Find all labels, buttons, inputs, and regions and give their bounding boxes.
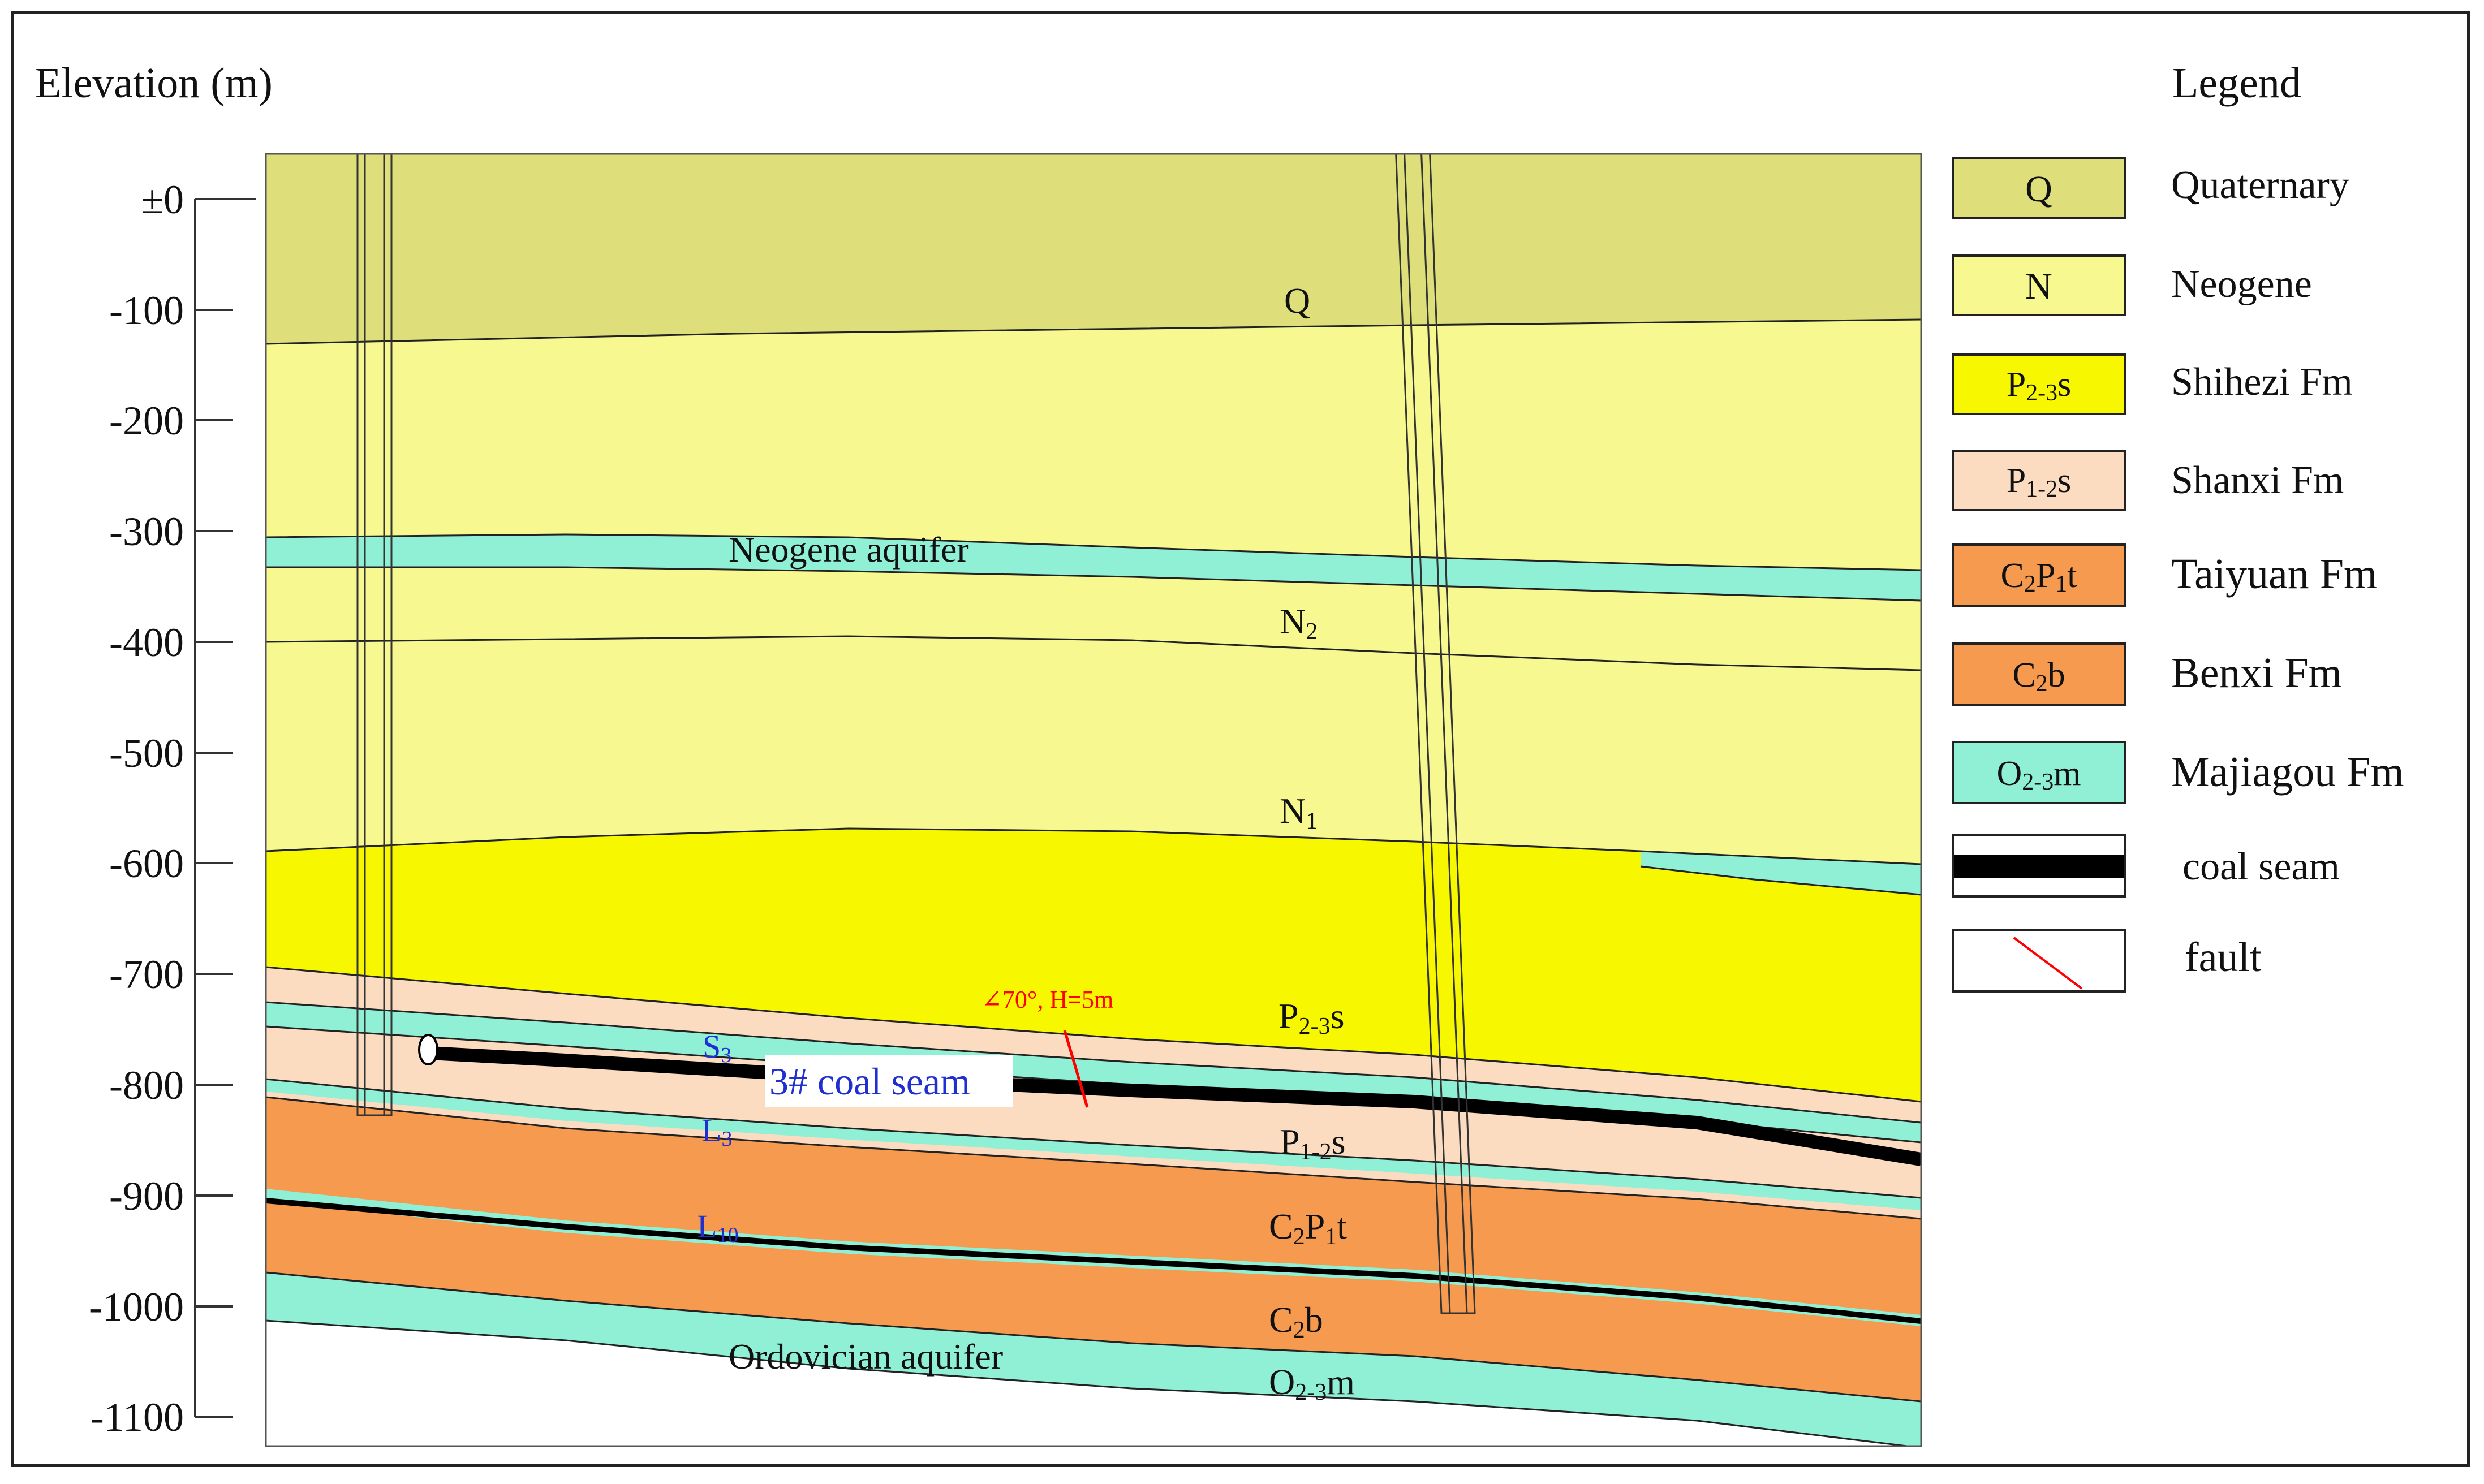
borehole-right xyxy=(1395,154,1476,1314)
legend-title: Legend xyxy=(2172,59,2301,107)
legend-name: Taiyuan Fm xyxy=(2171,550,2377,598)
legend-item-majiagou: O2-3m Majiagou Fm xyxy=(1952,741,2404,804)
legend-symbol: Q xyxy=(2025,169,2052,210)
legend-item-quaternary: Q Quaternary xyxy=(1952,157,2349,219)
layer-majiagou xyxy=(266,1272,1921,1446)
layer-neogene xyxy=(266,320,1921,864)
legend-item-taiyuan: C2P1t Taiyuan Fm xyxy=(1952,543,2377,607)
tick-label: -700 xyxy=(109,952,184,997)
label-c2p1t: C2P1t xyxy=(1269,1206,1347,1250)
label-n2: N2 xyxy=(1280,601,1318,645)
legend-item-benxi: C2b Benxi Fm xyxy=(1952,642,2342,706)
section-panel: Q Neogene aquifer N2 N1 P2-3s P1-2s C2P1… xyxy=(266,154,1921,1446)
legend-symbol: P2-3s xyxy=(2007,365,2072,406)
layer-l3-aquifer xyxy=(266,1079,1921,1210)
label-s3: S3 xyxy=(703,1028,731,1067)
legend-item-fault: fault xyxy=(1952,929,2262,993)
layer-quaternary xyxy=(266,154,1921,344)
tick-label: -500 xyxy=(109,731,184,776)
legend-swatch xyxy=(1952,642,2126,706)
legend-name: fault xyxy=(2185,934,2262,981)
legend-symbol: P1-2s xyxy=(2007,461,2072,502)
legend-name: Benxi Fm xyxy=(2171,649,2342,697)
legend-swatch xyxy=(1952,929,2126,993)
layer-neogene-aquifer xyxy=(266,534,1921,601)
axis-ticks xyxy=(195,198,256,1418)
legend-name: Quaternary xyxy=(2171,163,2349,207)
legend-item-coal-seam: coal seam xyxy=(1952,834,2340,898)
label-fault: ∠70°, H=5m xyxy=(981,986,1113,1013)
axis-tick-labels: ±0 -100 -200 -300 -400 -500 -600 -700 -8… xyxy=(89,177,184,1440)
tick-label: -800 xyxy=(109,1063,184,1108)
legend-swatch xyxy=(1952,157,2126,219)
label-q: Q xyxy=(1284,281,1310,321)
legend-swatch xyxy=(1952,741,2126,804)
fault-swatch-line xyxy=(2013,937,2083,990)
layer-taiyuan-benxi xyxy=(266,1097,1921,1401)
tick-label: -600 xyxy=(109,841,184,886)
legend-symbol: O2-3m xyxy=(1996,754,2081,795)
tick-label: ±0 xyxy=(141,177,184,222)
legend-name: Shihezi Fm xyxy=(2171,360,2353,404)
tick-label: -300 xyxy=(109,509,184,554)
layer-shihezi xyxy=(266,829,1921,1102)
tick-label: -900 xyxy=(109,1174,184,1219)
figure-frame xyxy=(11,11,2470,1467)
legend: Legend Q Quaternary N Neogene P2-3s Shih… xyxy=(1952,59,2404,993)
legend-name: Majiagou Fm xyxy=(2171,748,2404,796)
coal-seam-label-box xyxy=(765,1055,1013,1107)
label-l10: L10 xyxy=(697,1208,738,1247)
tick-label: -1000 xyxy=(89,1284,184,1330)
label-ordovician-aquifer: Ordovician aquifer xyxy=(729,1336,1003,1377)
legend-item-neogene: N Neogene xyxy=(1952,254,2312,316)
legend-swatch xyxy=(1952,353,2126,415)
legend-item-shihezi: P2-3s Shihezi Fm xyxy=(1952,353,2353,415)
coal-seam-swatch-bar xyxy=(1954,855,2124,878)
label-coal-seam: 3# coal seam xyxy=(769,1060,970,1103)
label-n1: N1 xyxy=(1280,791,1318,834)
tick-label: -100 xyxy=(109,288,184,333)
l10-marker-bed xyxy=(266,1198,1921,1324)
tick-label: -400 xyxy=(109,620,184,665)
legend-symbol: C2b xyxy=(2012,656,2065,697)
layer-neogene-aquifer-lens xyxy=(1641,851,1921,895)
label-c2b: C2b xyxy=(1269,1300,1323,1343)
section-border xyxy=(265,153,1922,1447)
legend-swatch xyxy=(1952,450,2126,511)
legend-swatch xyxy=(1952,543,2126,607)
label-o23m: O2-3m xyxy=(1269,1362,1355,1405)
legend-swatch xyxy=(1952,254,2126,316)
coal-seam-3 xyxy=(429,1046,1921,1166)
tick-label: -1100 xyxy=(91,1395,184,1440)
legend-name: Neogene xyxy=(2171,262,2312,306)
elevation-axis: Elevation (m) ±0 -100 -200 -300 -400 -50… xyxy=(35,59,273,1440)
legend-symbol: N xyxy=(2025,266,2052,307)
legend-symbol: C2P1t xyxy=(2000,556,2077,597)
label-l3: L3 xyxy=(701,1112,732,1151)
layer-boundaries xyxy=(266,318,1921,1446)
coal-seam-endpoint xyxy=(418,1034,438,1065)
layer-s3-aquifer xyxy=(266,1002,1921,1142)
label-neogene-aquifer: Neogene aquifer xyxy=(729,529,969,570)
fault-line xyxy=(1063,1030,1089,1108)
legend-name: Shanxi Fm xyxy=(2171,459,2344,502)
legend-name: coal seam xyxy=(2182,845,2340,888)
label-p23s: P2-3s xyxy=(1278,996,1345,1039)
legend-item-shanxi: P1-2s Shanxi Fm xyxy=(1952,450,2344,511)
borehole-left xyxy=(356,154,393,1116)
label-p12s: P1-2s xyxy=(1280,1121,1346,1165)
tick-label: -200 xyxy=(109,398,184,443)
axis-title: Elevation (m) xyxy=(35,59,273,107)
